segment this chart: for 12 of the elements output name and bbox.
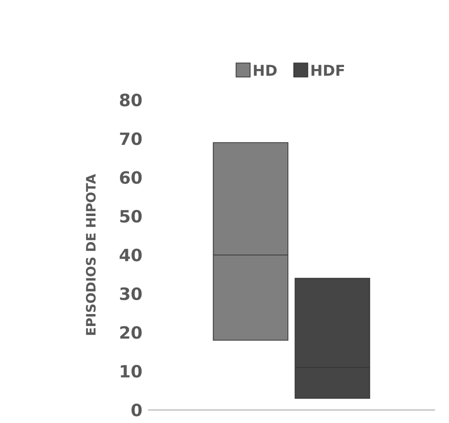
y-tick-label: 40 (120, 248, 142, 262)
y-tick-label: 50 (120, 210, 142, 223)
y-tick-label: 10 (120, 364, 142, 378)
y-tick-label: 70 (120, 132, 142, 146)
legend-label: HD (254, 64, 277, 76)
y-tick-label: 0 (132, 404, 142, 416)
y-tick-label: 60 (120, 171, 142, 184)
y-tick-label: 80 (120, 94, 142, 106)
y-axis-title: EPISODIOS DE HIPOTA (86, 174, 96, 335)
legend-label: HDF (312, 64, 344, 76)
y-tick-label: 30 (120, 287, 142, 300)
y-tick-label: 20 (120, 326, 142, 339)
